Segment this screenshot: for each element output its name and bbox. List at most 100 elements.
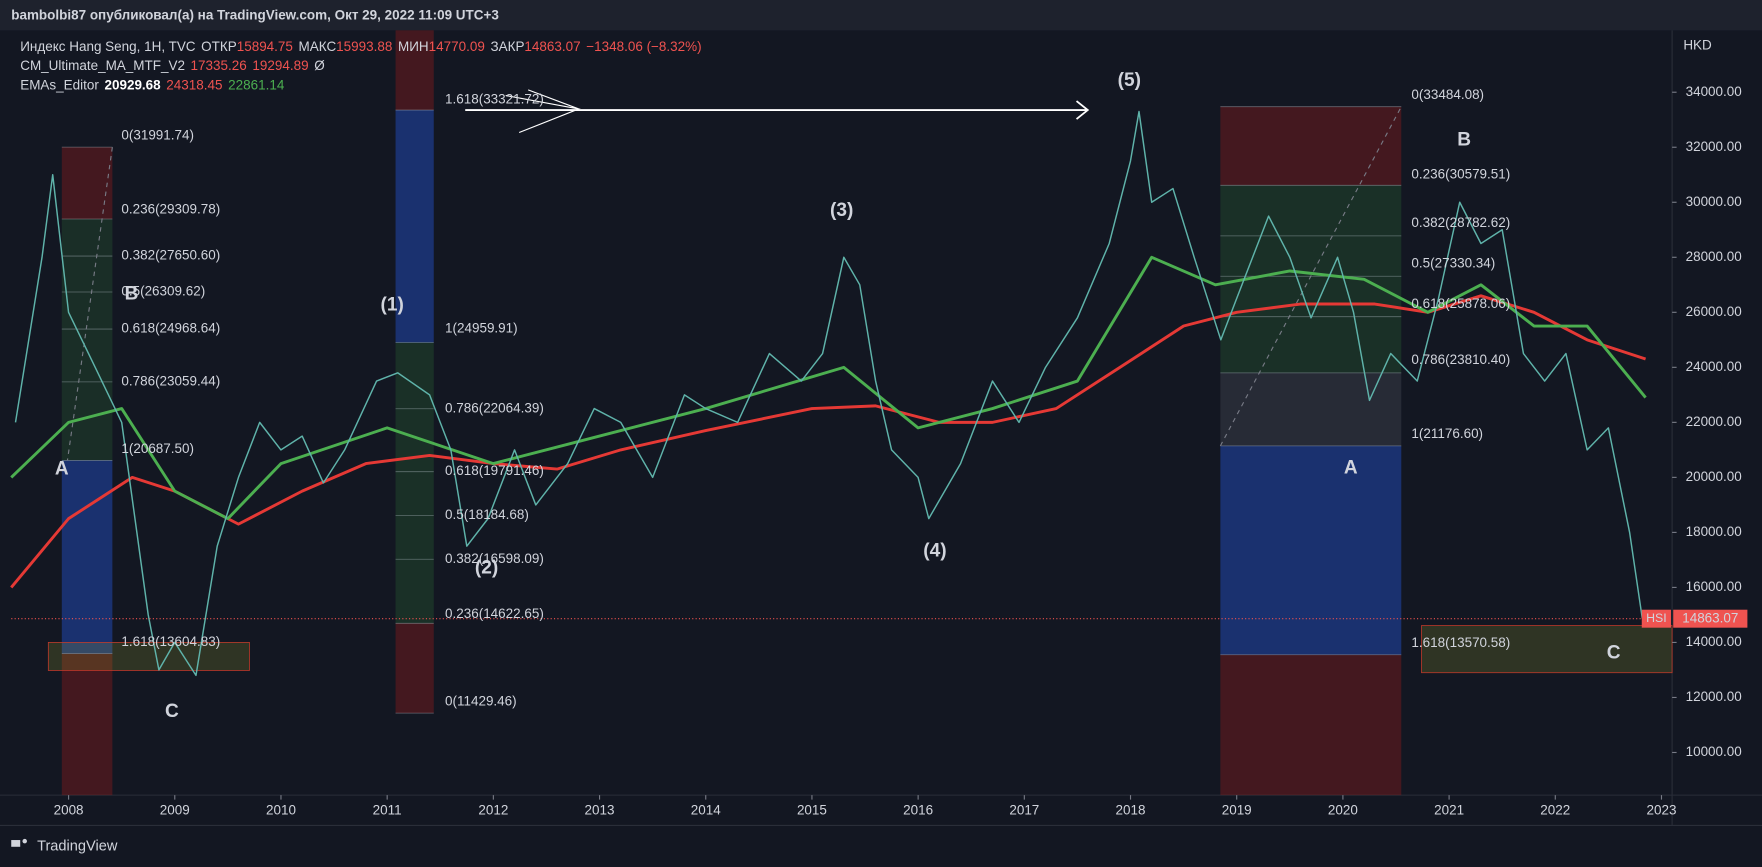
fib-label: 1(21176.60) — [1411, 426, 1483, 441]
legend-value: 14863.07 — [524, 39, 580, 54]
fib-zone — [395, 110, 434, 343]
x-tick-label: 2021 — [1434, 802, 1464, 817]
wave-label: (5) — [1118, 70, 1141, 91]
wave-label: (3) — [830, 200, 853, 221]
legend-row: CM_Ultimate_MA_MTF_V2 17335.26 19294.89 Ø — [20, 58, 325, 73]
x-tick-label: 2019 — [1222, 802, 1252, 817]
fib-label: 0.786(23810.40) — [1411, 352, 1510, 367]
fib-label: 0.786(22064.39) — [445, 400, 544, 415]
fib-label: 1.618(13604.83) — [121, 634, 220, 649]
wave-label: A — [55, 458, 69, 479]
y-tick-label: 24000.00 — [1686, 359, 1742, 374]
fib-label: 0.236(29309.78) — [121, 202, 220, 217]
footer-logo: TradingView — [11, 839, 118, 855]
fib-zone — [395, 30, 434, 111]
fib-label: 1(20687.50) — [121, 441, 194, 456]
fib-label: 0(11429.46) — [445, 693, 517, 708]
x-tick-label: 2014 — [691, 802, 721, 817]
legend-row: Индекс Hang Seng, 1H, TVC ОТКР15894.75 МАК… — [20, 39, 701, 54]
header-bar — [0, 0, 1762, 31]
legend-row: EMAs_Editor 20929.68 24318.45 22861.14 — [20, 77, 285, 92]
fib-label: 0(31991.74) — [121, 127, 194, 142]
fib-label: 0.382(27650.60) — [121, 248, 220, 263]
fib-label: 0.786(23059.44) — [121, 373, 220, 388]
fib-label: 1.618(33321.72) — [445, 92, 544, 107]
fib-zone — [1421, 625, 1673, 674]
y-tick-label: 18000.00 — [1686, 524, 1742, 539]
fib-zone — [47, 641, 250, 671]
wave-label: B — [1457, 129, 1471, 150]
legend-name: Индекс Hang Seng, 1H, TVC — [20, 39, 196, 54]
y-tick-label: 16000.00 — [1686, 579, 1742, 594]
series-line — [14, 110, 1644, 677]
y-tick-label: 22000.00 — [1686, 414, 1742, 429]
fib-zone — [61, 147, 113, 219]
legend-value: 20929.68 — [104, 77, 161, 92]
legend-value: 14770.09 — [429, 39, 485, 54]
x-tick-label: 2023 — [1646, 802, 1676, 817]
last-price-tag — [1641, 609, 1671, 628]
wave-label: B — [125, 283, 139, 304]
x-tick-label: 2018 — [1116, 802, 1146, 817]
y-tick-label: 20000.00 — [1686, 469, 1742, 484]
legend-value: Ø — [314, 58, 325, 73]
last-price-value: 14863.07 — [1682, 610, 1738, 625]
wave-label: C — [1607, 643, 1621, 664]
fib-label: 1(24959.91) — [445, 321, 518, 336]
x-tick-label: 2016 — [903, 802, 933, 817]
wave-label: (2) — [475, 557, 498, 578]
fib-zone — [1220, 372, 1402, 446]
logo-shape — [22, 838, 27, 844]
y-tick-label: 12000.00 — [1686, 689, 1742, 704]
last-price-symbol: HSI — [1646, 611, 1667, 625]
x-tick-label: 2015 — [797, 802, 827, 817]
series-line — [10, 255, 1647, 521]
fib-label: 0(33484.08) — [1411, 87, 1484, 102]
x-tick-label: 2011 — [373, 802, 402, 817]
y-tick-label: 28000.00 — [1686, 249, 1742, 264]
x-tick-label: 2013 — [585, 802, 615, 817]
wave-label: A — [1344, 457, 1358, 478]
legend-value: МИН — [398, 39, 429, 54]
x-tick-label: 2009 — [160, 802, 190, 817]
fib-label: 0.5(26309.62) — [121, 284, 205, 299]
fib-label: 0.618(24968.64) — [121, 321, 220, 336]
wave-label: (4) — [923, 540, 946, 561]
fib-label: 0.5(18184.68) — [445, 507, 529, 522]
fan — [505, 89, 581, 134]
fib-label: 0.382(16598.09) — [445, 551, 544, 566]
y-tick-label: 32000.00 — [1686, 139, 1742, 154]
x-tick-label: 2008 — [54, 802, 84, 817]
fib-zone — [61, 653, 113, 796]
y-axis-label: HKD — [1683, 38, 1712, 53]
fib-zone — [61, 218, 113, 461]
legend-value: 22861.14 — [228, 77, 285, 92]
arrow — [465, 100, 1090, 120]
fib-zone — [61, 460, 113, 654]
x-tick-label: 2012 — [478, 802, 508, 817]
legend-name: EMAs_Editor — [20, 77, 99, 92]
fib-label: 0.618(19791.46) — [445, 463, 544, 478]
y-tick-label: 34000.00 — [1686, 84, 1742, 99]
fib-zone — [1220, 106, 1402, 186]
y-tick-label: 26000.00 — [1686, 304, 1742, 319]
fib-label: 0.5(27330.34) — [1411, 255, 1495, 270]
legend-value: МАКС — [299, 39, 337, 54]
series-line — [10, 294, 1647, 589]
x-tick-label: 2010 — [266, 802, 296, 817]
legend-value: ОТКР — [201, 39, 237, 54]
fib-label: 0.236(14622.65) — [445, 606, 544, 621]
fib-label: 0.618(25878.06) — [1411, 296, 1510, 311]
x-tick-label: 2022 — [1540, 802, 1570, 817]
fib-label: 0.236(30579.51) — [1411, 167, 1510, 182]
y-tick-label: 10000.00 — [1686, 744, 1742, 759]
last-price-tag — [1673, 609, 1748, 628]
x-tick-label: 2020 — [1328, 802, 1358, 817]
footer-brand[interactable]: TradingView — [37, 839, 118, 855]
legend-value: 24318.45 — [166, 77, 222, 92]
fib-zone — [395, 623, 434, 714]
fib-zone — [1220, 445, 1402, 655]
